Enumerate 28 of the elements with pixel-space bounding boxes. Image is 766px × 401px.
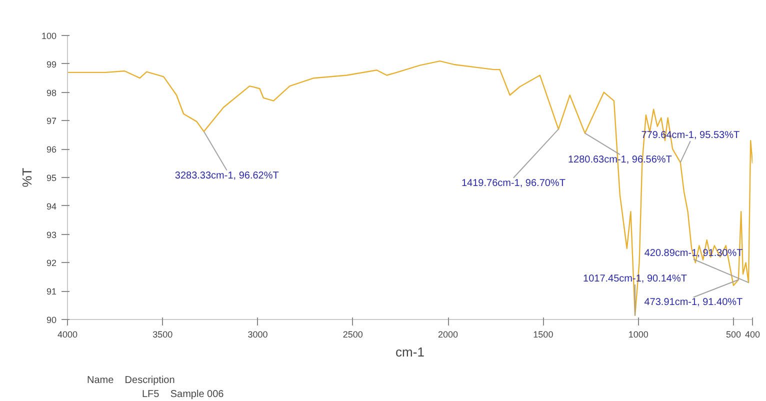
x-tick-label: 3000	[248, 330, 268, 340]
x-axis-title: cm-1	[396, 344, 424, 360]
y-tick-label: 94	[46, 201, 57, 212]
y-tick-label: 92	[46, 258, 57, 268]
annotation: 1419.76cm-1, 96.70%T	[461, 178, 566, 189]
x-tick-label: 1500	[533, 330, 554, 340]
y-tick-label: 95	[46, 173, 57, 183]
y-axis-title: %T	[19, 168, 34, 188]
x-tick-label: 2000	[438, 330, 458, 340]
x-tick-label: 4000	[57, 330, 78, 340]
text: LF5 Sample 006	[142, 388, 224, 400]
y-tick-label: 98	[46, 88, 57, 98]
annotation: 3283.33cm-1, 96.62%T	[174, 170, 279, 182]
x-tick-label: 400	[744, 330, 760, 340]
line-series	[68, 60, 752, 316]
x-tick-label: 1000	[628, 330, 648, 340]
x-tick-label: 3500	[152, 330, 173, 340]
y-tick-label: 93	[46, 230, 57, 240]
y-tick-label: 91	[46, 286, 57, 297]
y-tick-label: 99	[46, 59, 57, 70]
legend-title: Name Description	[87, 375, 176, 386]
y-tick-label: 96	[46, 144, 57, 155]
annotation: 473.91cm-1, 91.40%T	[644, 297, 743, 308]
y-tick-label: 97	[46, 116, 57, 126]
x-tick-label: 500	[726, 330, 741, 340]
x-tick-label: 2500	[342, 330, 363, 340]
y-tick-label: 100	[41, 31, 57, 41]
y-tick-label: 90	[46, 315, 57, 325]
